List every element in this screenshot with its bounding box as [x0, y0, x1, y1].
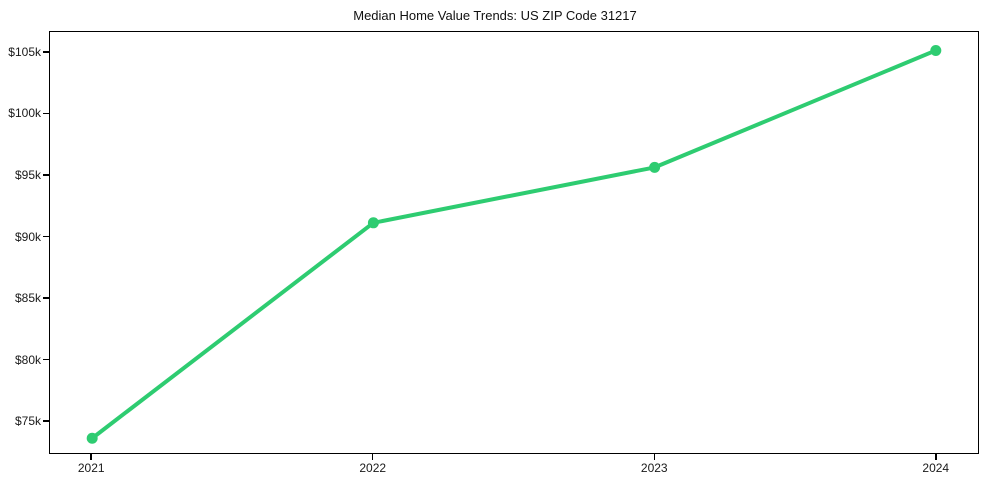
y-tick-mark: [43, 358, 49, 361]
x-tick-mark: [371, 453, 374, 460]
y-tick-label: $100k: [8, 106, 41, 121]
x-tick-label: 2021: [77, 461, 105, 475]
y-tick-label: $80k: [14, 352, 41, 367]
y-tick-mark: [43, 112, 49, 115]
data-point: [86, 432, 98, 444]
x-tick-label: 2023: [640, 461, 668, 475]
y-tick-label: $105k: [8, 44, 41, 59]
chart-title: Median Home Value Trends: US ZIP Code 31…: [353, 8, 637, 23]
x-tick-mark: [90, 453, 92, 460]
y-tick-mark: [43, 235, 49, 238]
x-tick-label: 2024: [922, 461, 950, 475]
data-point: [649, 161, 661, 173]
data-point: [367, 217, 379, 229]
y-tick-mark: [43, 174, 49, 176]
plot-area: [49, 31, 979, 454]
x-tick-mark: [653, 453, 655, 460]
series-line: [90, 48, 938, 441]
y-tick-mark: [43, 51, 49, 53]
y-tick-mark: [43, 297, 49, 299]
y-tick-label: $85k: [14, 291, 41, 306]
y-tick-label: $95k: [14, 168, 41, 183]
line-chart-canvas: [86, 44, 942, 444]
y-tick-mark: [43, 420, 49, 422]
x-tick-label: 2022: [359, 461, 387, 475]
data-point: [930, 44, 942, 56]
y-tick-label: $90k: [14, 229, 41, 244]
x-tick-mark: [935, 453, 937, 460]
y-tick-label: $75k: [14, 414, 41, 429]
